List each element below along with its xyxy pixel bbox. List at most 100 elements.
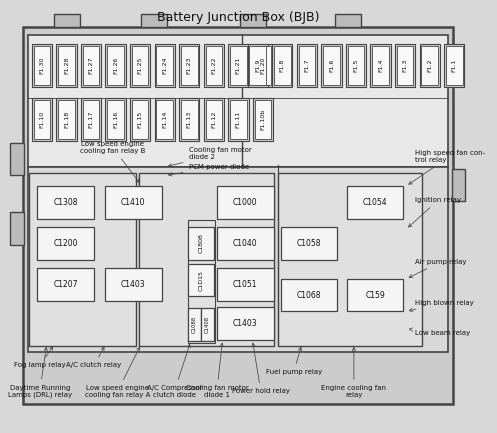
Text: A/C Compressor
clutch diode: A/C Compressor clutch diode xyxy=(147,344,202,398)
Bar xyxy=(228,44,248,87)
Text: F1.27: F1.27 xyxy=(88,57,93,74)
Bar xyxy=(56,44,77,87)
Bar xyxy=(34,45,50,85)
Bar xyxy=(181,45,197,85)
Text: High blown relay: High blown relay xyxy=(410,300,474,312)
Bar xyxy=(37,186,94,219)
Bar xyxy=(54,14,80,26)
Text: F1.30: F1.30 xyxy=(39,57,44,74)
Text: C1000: C1000 xyxy=(233,198,257,207)
Text: F1.22: F1.22 xyxy=(211,57,216,74)
Text: PCM power diode: PCM power diode xyxy=(168,164,248,176)
Bar xyxy=(204,44,224,87)
Bar xyxy=(348,45,364,85)
Text: F1.20: F1.20 xyxy=(260,57,265,74)
Bar xyxy=(29,173,136,346)
Bar xyxy=(230,45,247,85)
Bar xyxy=(217,227,273,260)
Text: F1.18: F1.18 xyxy=(64,111,69,128)
Bar xyxy=(254,45,271,85)
Bar xyxy=(188,227,214,260)
Bar xyxy=(105,98,126,141)
Text: C1040: C1040 xyxy=(233,239,257,248)
Bar xyxy=(248,44,268,87)
Bar xyxy=(281,227,337,260)
Bar xyxy=(34,100,50,139)
Bar xyxy=(446,45,463,85)
Text: C1207: C1207 xyxy=(54,280,78,289)
Bar xyxy=(419,44,440,87)
Text: F1.12: F1.12 xyxy=(211,111,216,128)
Text: F1.28: F1.28 xyxy=(64,57,69,74)
Bar xyxy=(299,45,315,85)
Bar xyxy=(335,14,361,26)
Text: C1408: C1408 xyxy=(205,316,210,333)
Text: Cooling fan motor
diode 2: Cooling fan motor diode 2 xyxy=(168,147,251,167)
Text: C159: C159 xyxy=(365,291,385,300)
Text: F1.5: F1.5 xyxy=(353,59,358,72)
Text: F1.4: F1.4 xyxy=(378,59,383,72)
Text: High speed fan con-
trol relay: High speed fan con- trol relay xyxy=(409,149,486,184)
Text: F1.8: F1.8 xyxy=(280,59,285,72)
Text: C1308: C1308 xyxy=(54,198,78,207)
Bar xyxy=(179,44,199,87)
Text: Low beam relay: Low beam relay xyxy=(410,328,471,336)
Bar xyxy=(155,98,175,141)
Bar xyxy=(217,186,273,219)
Text: F1.13: F1.13 xyxy=(187,111,192,128)
Text: Fuel pump relay: Fuel pump relay xyxy=(266,347,322,375)
Bar xyxy=(37,227,94,260)
Text: Engine cooling fan
relay: Engine cooling fan relay xyxy=(322,347,386,398)
Text: Low speed engine
cooling fan relay A: Low speed engine cooling fan relay A xyxy=(85,347,151,398)
Text: F1.11: F1.11 xyxy=(236,111,241,128)
Bar xyxy=(278,173,422,346)
Text: F1.14: F1.14 xyxy=(162,111,167,128)
Bar xyxy=(83,100,99,139)
Text: C1088: C1088 xyxy=(192,316,197,333)
Bar xyxy=(181,100,197,139)
Text: C1403: C1403 xyxy=(233,319,257,328)
Bar xyxy=(188,264,214,296)
Bar xyxy=(139,173,273,346)
Bar xyxy=(58,100,75,139)
Text: F1.10: F1.10 xyxy=(39,111,44,128)
Text: Power hold relay: Power hold relay xyxy=(232,343,290,394)
Bar xyxy=(28,167,448,352)
Text: Daytime Running
Lamps (DRL) relay: Daytime Running Lamps (DRL) relay xyxy=(7,347,72,398)
Bar xyxy=(157,45,173,85)
Text: C1808: C1808 xyxy=(199,233,204,253)
Bar xyxy=(323,45,339,85)
Bar xyxy=(157,100,173,139)
Text: F1.16: F1.16 xyxy=(113,111,118,128)
Text: C1410: C1410 xyxy=(121,198,146,207)
Bar xyxy=(347,186,404,219)
Text: F1.10b: F1.10b xyxy=(260,109,265,130)
Text: F1.23: F1.23 xyxy=(187,57,192,74)
Bar xyxy=(105,186,162,219)
Text: Ignition relay: Ignition relay xyxy=(409,197,461,227)
Bar xyxy=(37,268,94,301)
Text: F1.15: F1.15 xyxy=(138,111,143,128)
Text: F1.24: F1.24 xyxy=(162,57,167,74)
Bar xyxy=(397,45,414,85)
Bar xyxy=(107,45,124,85)
Bar xyxy=(274,45,291,85)
Bar xyxy=(421,45,438,85)
Bar xyxy=(105,44,126,87)
Text: F1.1: F1.1 xyxy=(452,59,457,72)
Text: F1.9: F1.9 xyxy=(255,59,260,72)
Bar xyxy=(32,98,52,141)
Text: C1403: C1403 xyxy=(121,280,146,289)
Bar xyxy=(297,44,317,87)
Bar xyxy=(179,98,199,141)
Text: A/C clutch relay: A/C clutch relay xyxy=(67,347,122,368)
Text: C1051: C1051 xyxy=(233,280,257,289)
Bar xyxy=(56,98,77,141)
Text: F1.2: F1.2 xyxy=(427,59,432,72)
Bar xyxy=(249,45,266,85)
Bar xyxy=(155,44,175,87)
Bar xyxy=(206,45,222,85)
Bar xyxy=(81,98,101,141)
Bar xyxy=(107,100,124,139)
Bar xyxy=(10,143,24,175)
